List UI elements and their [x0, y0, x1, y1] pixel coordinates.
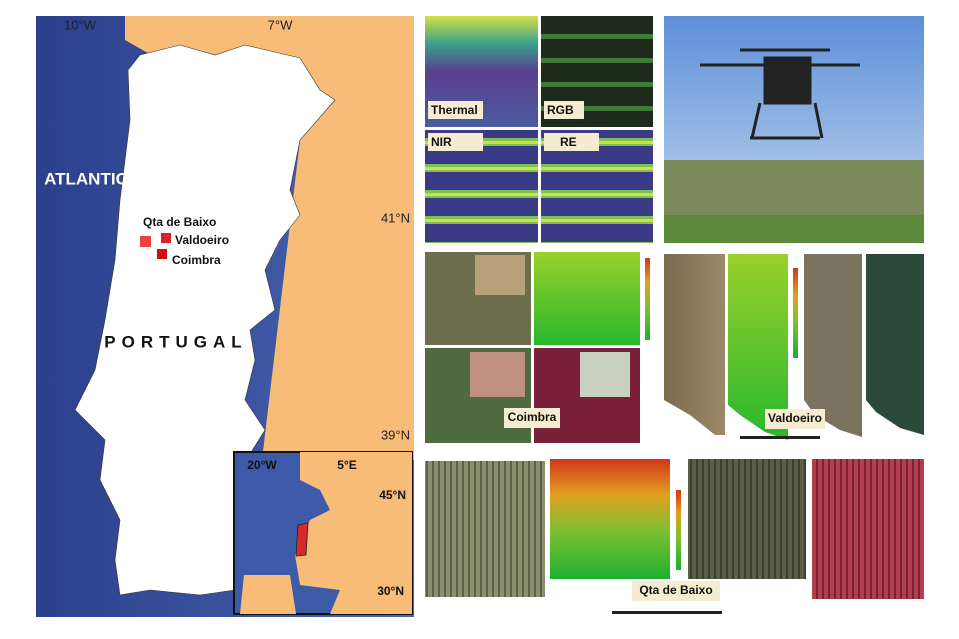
label-box: [544, 133, 599, 151]
band-label: NIR: [431, 135, 452, 149]
colorbar: [793, 268, 798, 358]
site-label: Valdoeiro: [175, 233, 229, 247]
colorbar: [676, 490, 681, 570]
valdoeiro-nir: [804, 254, 862, 437]
drone: [700, 48, 860, 140]
site-marker: [157, 249, 167, 259]
valdoeiro-panel: Valdoeiro: [664, 254, 924, 440]
grass: [664, 215, 924, 243]
qta-nir: [688, 459, 806, 579]
site-label: Coimbra: [172, 253, 221, 267]
field: [470, 352, 525, 397]
label-box: [428, 133, 483, 151]
scale-bar: [740, 436, 820, 439]
band-tiles: Thermal RGB NIR RE: [425, 16, 653, 243]
valdoeiro-rgb: [664, 254, 725, 435]
band-label: RE: [560, 135, 577, 149]
inset-africa: [240, 575, 296, 614]
inset-map: 20°W 5°E 45°N 30°N: [233, 451, 413, 615]
colorbar: [645, 258, 650, 340]
label-box: [428, 101, 483, 119]
lon-label: 10°W: [64, 17, 97, 32]
inset-lat-label: 30°N: [377, 584, 404, 598]
inset-lon-label: 20°W: [247, 458, 277, 472]
lon-label: 7°W: [268, 17, 293, 32]
qta-re: [812, 459, 924, 599]
drone-photo: [664, 16, 924, 243]
country-label: PORTUGAL: [104, 332, 247, 351]
band-label: RGB: [547, 103, 574, 117]
lat-label: 41°N: [381, 210, 410, 225]
field: [475, 255, 525, 295]
site-marker: [161, 233, 171, 243]
qta-rgb: [425, 461, 545, 597]
coimbra-panel: Coimbra: [425, 252, 650, 443]
inset-lon-label: 5°E: [337, 458, 356, 472]
valdoeiro-dem: [728, 254, 788, 440]
field: [580, 352, 630, 397]
inset-europe: [295, 452, 412, 614]
qta-panel: Qta de Baixo: [425, 459, 924, 614]
map-panel: 10°W 7°W 41°N 39°N ATLANTIC PORTUGAL Qta…: [36, 16, 414, 617]
inset-lat-label: 45°N: [379, 488, 406, 502]
coimbra-dem: [534, 252, 640, 345]
qta-dem: [550, 459, 670, 579]
site-panel-label: Valdoeiro: [768, 411, 822, 425]
label-box: [544, 101, 584, 119]
site-panel-label: Qta de Baixo: [639, 583, 712, 597]
label-box: [632, 581, 720, 601]
site-panel-label: Coimbra: [508, 410, 557, 424]
band-label: Thermal: [431, 103, 478, 117]
site-marker: [140, 236, 151, 247]
lat-label: 39°N: [381, 427, 410, 442]
inset-portugal: [295, 522, 309, 557]
scale-bar: [612, 611, 722, 614]
valdoeiro-re: [866, 254, 924, 435]
sea-label: ATLANTIC: [44, 169, 128, 188]
label-box: [504, 408, 560, 428]
site-label: Qta de Baixo: [143, 215, 216, 229]
spain: [125, 16, 414, 460]
label-box: [765, 409, 825, 429]
